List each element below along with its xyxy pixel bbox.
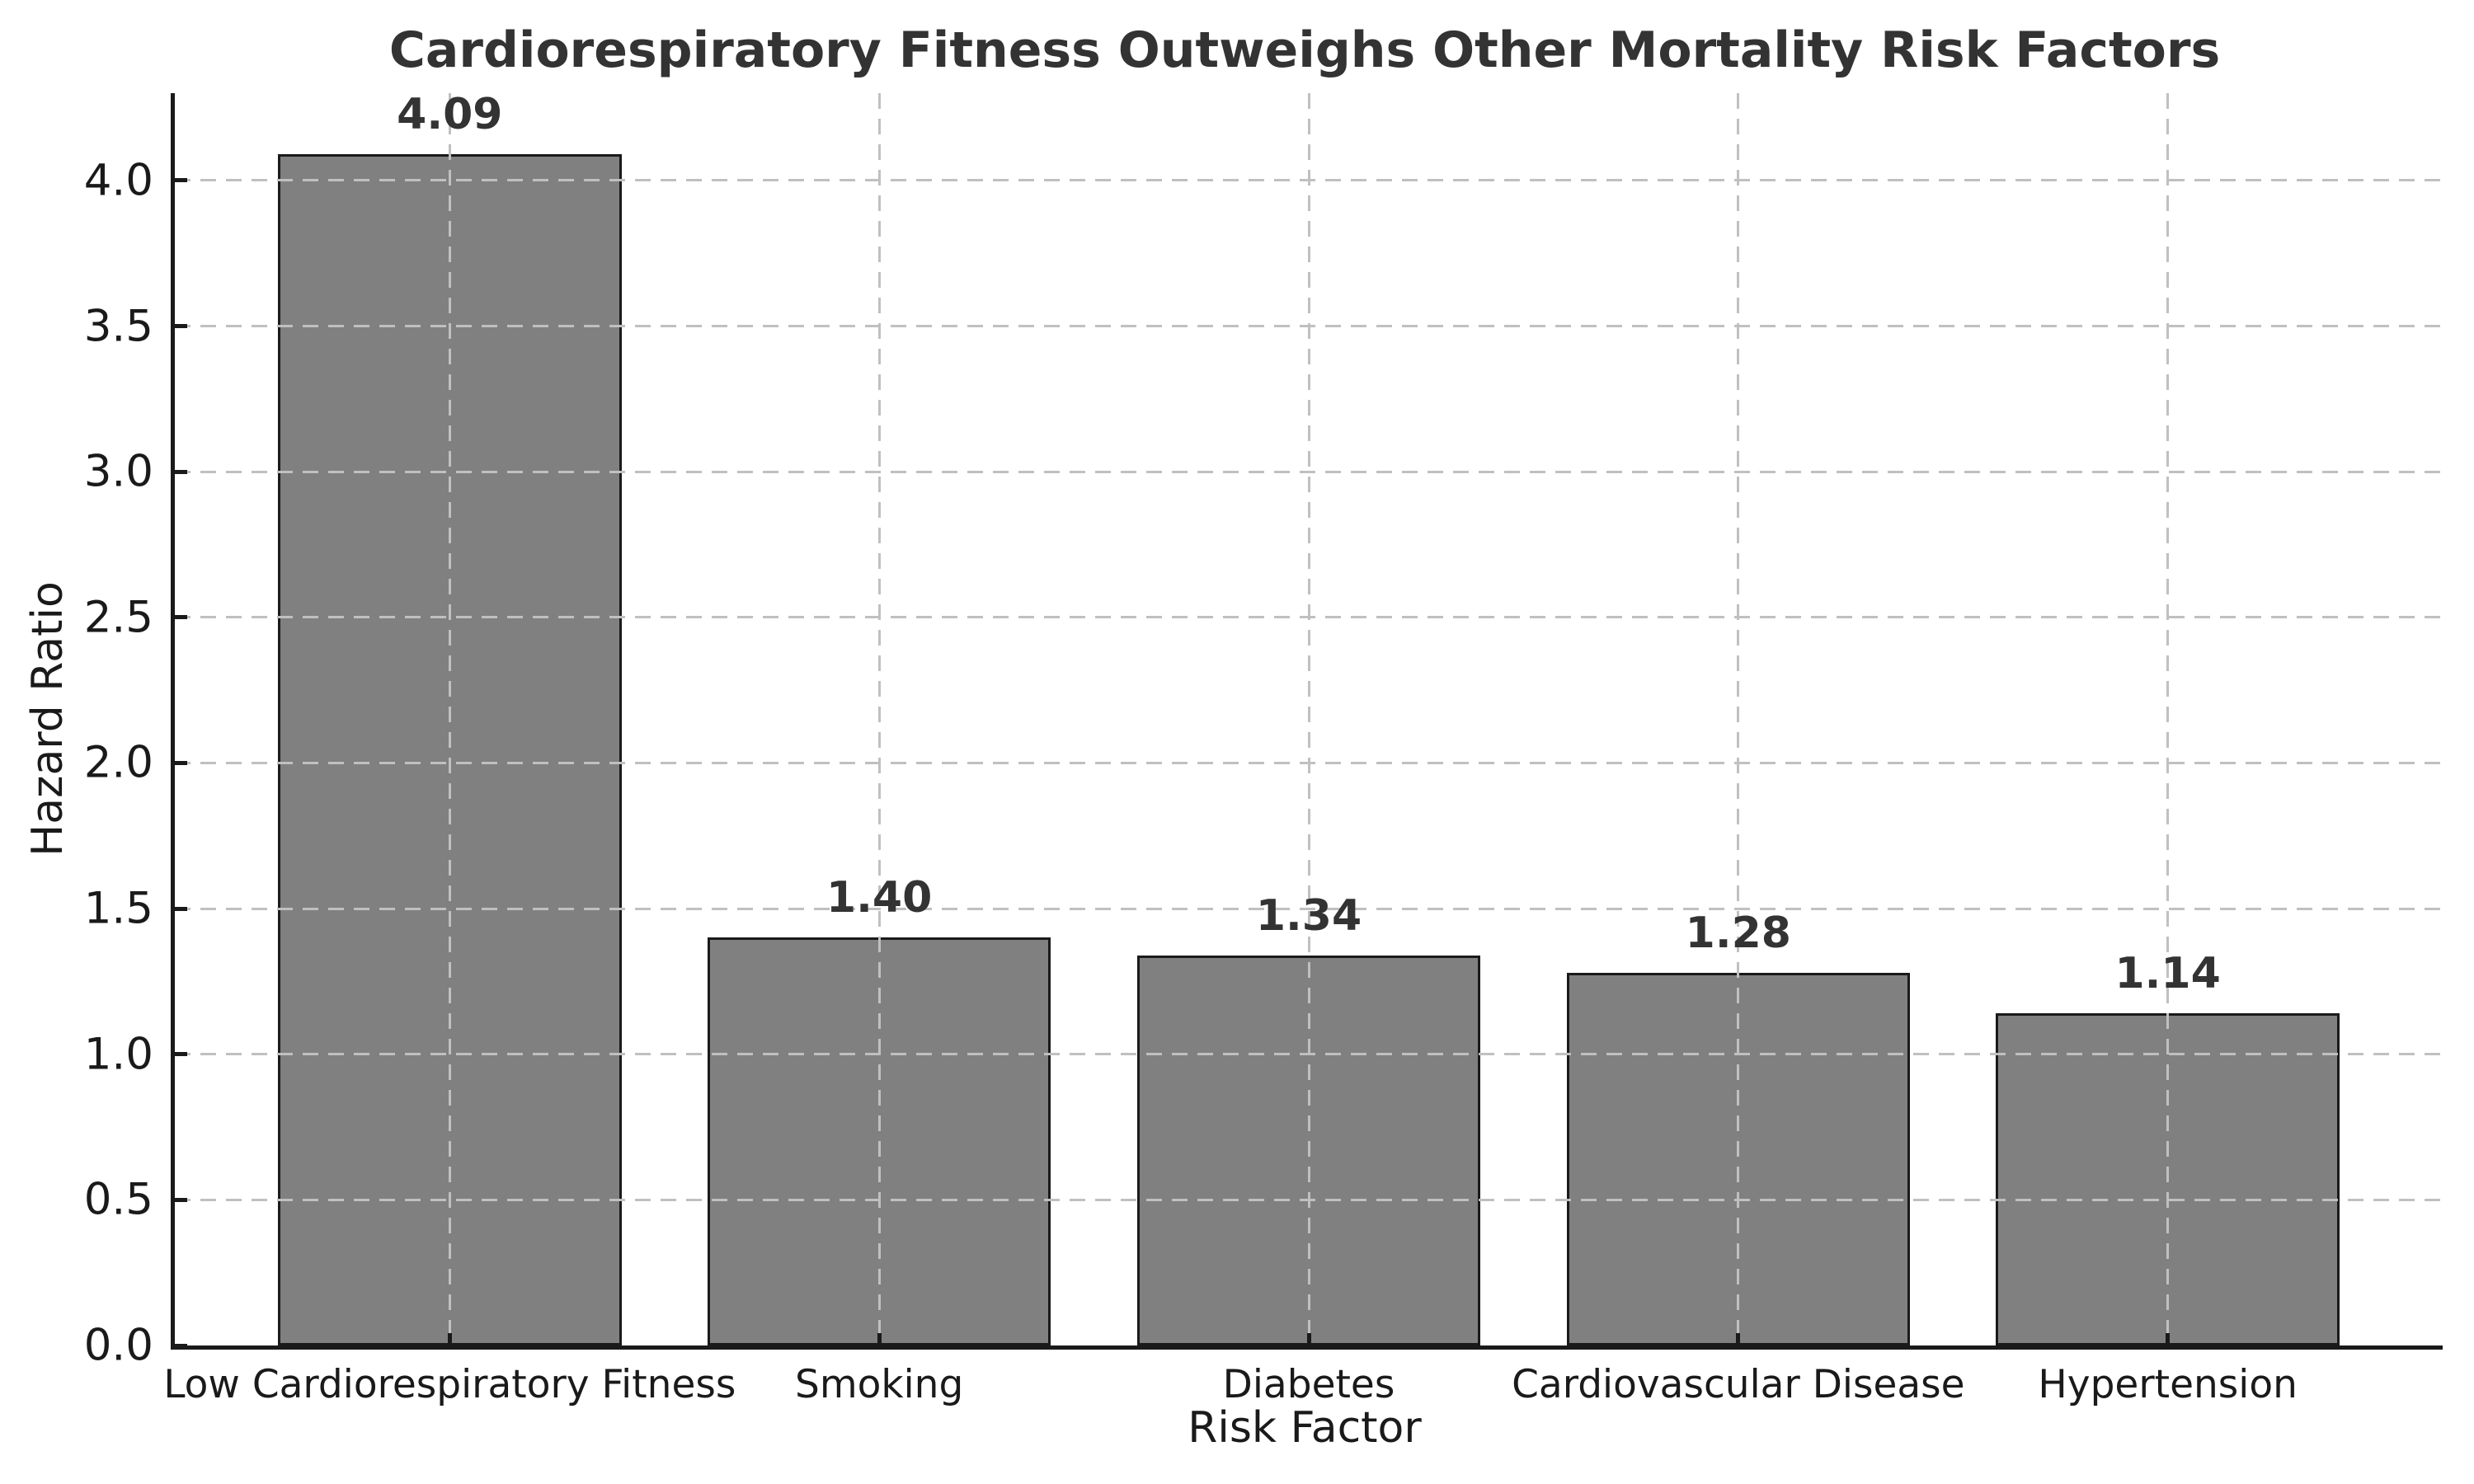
bar-value-label: 1.28	[1685, 908, 1791, 958]
y-tick-mark	[175, 906, 187, 911]
x-category-label: Hypertension	[2038, 1362, 2298, 1407]
vertical-gridline	[877, 93, 881, 1345]
y-tick-label: 0.0	[83, 1320, 153, 1371]
x-axis-label: Risk Factor	[1188, 1403, 1422, 1453]
vertical-gridline	[2166, 93, 2170, 1345]
plot-area: 0.0 0.5 1.0 1.5 2.0 2.5 3.0 3.5 4.0 Low Cardiores…	[84, 90, 2443, 1407]
y-tick-mark	[175, 615, 187, 620]
x-category-label: Low Cardiorespiratory Fitness	[163, 1362, 736, 1407]
vertical-gridline	[1307, 93, 1310, 1345]
vertical-gridline	[1737, 93, 1740, 1345]
x-tick-mark	[877, 1333, 882, 1345]
x-tick-mark	[1306, 1333, 1311, 1345]
y-tick-label: 1.5	[83, 883, 153, 934]
x-category-label: Cardiovascular Disease	[1512, 1362, 1965, 1407]
y-tick-label: 4.0	[83, 155, 153, 206]
y-tick-mark	[175, 760, 187, 765]
y-tick-label: 3.0	[83, 446, 153, 497]
chart-title: Cardiorespiratory Fitness Outweighs Othe…	[388, 21, 2221, 79]
y-tick-mark	[175, 469, 187, 474]
y-tick-label: 2.0	[83, 737, 153, 788]
x-tick-mark	[1736, 1333, 1741, 1345]
bar-value-label: 1.14	[2114, 949, 2221, 999]
y-tick-mark	[175, 1343, 187, 1348]
y-tick-mark	[175, 1052, 187, 1057]
bar-value-label: 4.09	[397, 90, 503, 140]
y-tick-mark	[175, 324, 187, 329]
bar-value-label: 1.34	[1255, 890, 1362, 941]
x-category-label: Smoking	[795, 1362, 964, 1407]
y-tick-mark	[175, 178, 187, 183]
y-tick-label: 0.5	[83, 1174, 153, 1225]
y-tick-label: 1.0	[83, 1029, 153, 1080]
y-tick-mark	[175, 1197, 187, 1202]
bar-value-label: 1.40	[826, 873, 933, 923]
y-axis-label: Hazard Ratio	[23, 581, 73, 857]
y-tick-label: 3.5	[83, 301, 153, 352]
vertical-gridline	[448, 93, 451, 1345]
y-tick-label: 2.5	[83, 592, 153, 643]
x-tick-mark	[2166, 1333, 2171, 1345]
x-tick-mark	[447, 1333, 452, 1345]
x-category-label: Diabetes	[1222, 1362, 1395, 1407]
